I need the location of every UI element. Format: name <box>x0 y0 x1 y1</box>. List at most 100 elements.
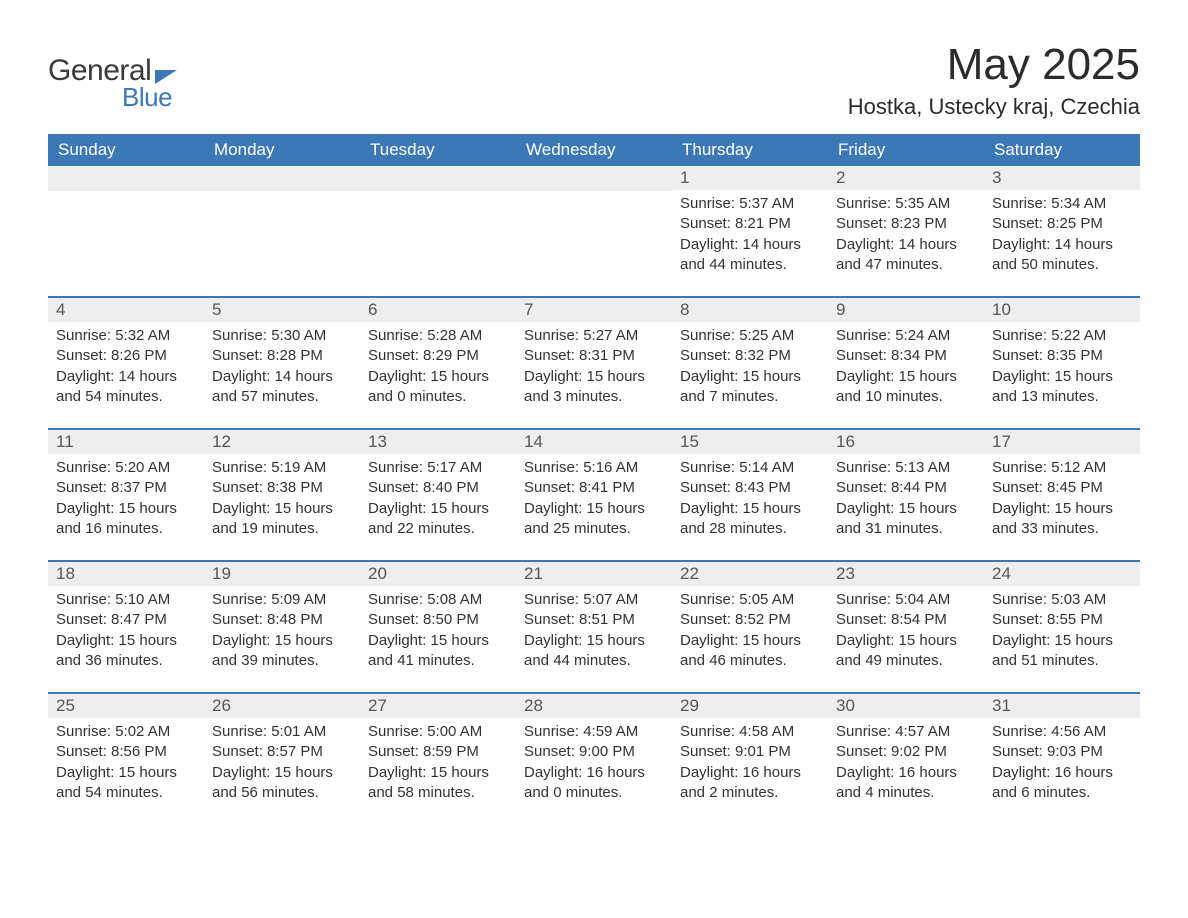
sunrise-line: Sunrise: 5:02 AM <box>56 722 196 742</box>
sunset-line: Sunset: 9:03 PM <box>992 742 1132 762</box>
day-cell: 17Sunrise: 5:12 AMSunset: 8:45 PMDayligh… <box>984 430 1140 548</box>
day-cell: 21Sunrise: 5:07 AMSunset: 8:51 PMDayligh… <box>516 562 672 680</box>
daylight-line: Daylight: 16 hours and 4 minutes. <box>836 763 976 804</box>
day-cell: 19Sunrise: 5:09 AMSunset: 8:48 PMDayligh… <box>204 562 360 680</box>
daylight-line: Daylight: 14 hours and 57 minutes. <box>212 367 352 408</box>
day-cell: 27Sunrise: 5:00 AMSunset: 8:59 PMDayligh… <box>360 694 516 812</box>
dow-cell: Friday <box>828 134 984 166</box>
sunset-line: Sunset: 8:55 PM <box>992 610 1132 630</box>
sunrise-line: Sunrise: 5:27 AM <box>524 326 664 346</box>
sunrise-line: Sunrise: 5:00 AM <box>368 722 508 742</box>
day-number: 10 <box>984 298 1140 322</box>
day-cell: 18Sunrise: 5:10 AMSunset: 8:47 PMDayligh… <box>48 562 204 680</box>
daylight-line: Daylight: 15 hours and 22 minutes. <box>368 499 508 540</box>
sunrise-line: Sunrise: 5:01 AM <box>212 722 352 742</box>
sunset-line: Sunset: 8:43 PM <box>680 478 820 498</box>
day-number: 28 <box>516 694 672 718</box>
sunrise-line: Sunrise: 4:58 AM <box>680 722 820 742</box>
daylight-line: Daylight: 15 hours and 31 minutes. <box>836 499 976 540</box>
sunrise-line: Sunrise: 5:25 AM <box>680 326 820 346</box>
sunrise-line: Sunrise: 5:04 AM <box>836 590 976 610</box>
day-number: 20 <box>360 562 516 586</box>
day-details: Sunrise: 5:28 AMSunset: 8:29 PMDaylight:… <box>360 322 516 407</box>
day-cell: 25Sunrise: 5:02 AMSunset: 8:56 PMDayligh… <box>48 694 204 812</box>
sunset-line: Sunset: 8:21 PM <box>680 214 820 234</box>
dow-cell: Sunday <box>48 134 204 166</box>
daylight-line: Daylight: 15 hours and 41 minutes. <box>368 631 508 672</box>
day-details: Sunrise: 5:09 AMSunset: 8:48 PMDaylight:… <box>204 586 360 671</box>
sunrise-line: Sunrise: 5:08 AM <box>368 590 508 610</box>
day-cell: 30Sunrise: 4:57 AMSunset: 9:02 PMDayligh… <box>828 694 984 812</box>
day-cell <box>360 166 516 284</box>
day-details: Sunrise: 5:12 AMSunset: 8:45 PMDaylight:… <box>984 454 1140 539</box>
daylight-line: Daylight: 15 hours and 28 minutes. <box>680 499 820 540</box>
dow-cell: Saturday <box>984 134 1140 166</box>
daylight-line: Daylight: 15 hours and 3 minutes. <box>524 367 664 408</box>
day-cell: 5Sunrise: 5:30 AMSunset: 8:28 PMDaylight… <box>204 298 360 416</box>
week-row: 4Sunrise: 5:32 AMSunset: 8:26 PMDaylight… <box>48 296 1140 416</box>
sunset-line: Sunset: 8:54 PM <box>836 610 976 630</box>
day-number: 9 <box>828 298 984 322</box>
day-number: 22 <box>672 562 828 586</box>
day-details: Sunrise: 5:19 AMSunset: 8:38 PMDaylight:… <box>204 454 360 539</box>
daylight-line: Daylight: 15 hours and 7 minutes. <box>680 367 820 408</box>
day-details: Sunrise: 5:25 AMSunset: 8:32 PMDaylight:… <box>672 322 828 407</box>
sunset-line: Sunset: 8:47 PM <box>56 610 196 630</box>
sunset-line: Sunset: 8:59 PM <box>368 742 508 762</box>
sunset-line: Sunset: 8:26 PM <box>56 346 196 366</box>
day-number: 18 <box>48 562 204 586</box>
dow-cell: Tuesday <box>360 134 516 166</box>
sunset-line: Sunset: 8:45 PM <box>992 478 1132 498</box>
day-cell: 3Sunrise: 5:34 AMSunset: 8:25 PMDaylight… <box>984 166 1140 284</box>
day-number: 15 <box>672 430 828 454</box>
logo-top-row: General <box>48 54 177 88</box>
day-cell: 10Sunrise: 5:22 AMSunset: 8:35 PMDayligh… <box>984 298 1140 416</box>
sunset-line: Sunset: 8:35 PM <box>992 346 1132 366</box>
daylight-line: Daylight: 16 hours and 2 minutes. <box>680 763 820 804</box>
sunrise-line: Sunrise: 5:20 AM <box>56 458 196 478</box>
weeks-container: 1Sunrise: 5:37 AMSunset: 8:21 PMDaylight… <box>48 166 1140 812</box>
sunset-line: Sunset: 8:56 PM <box>56 742 196 762</box>
daylight-line: Daylight: 15 hours and 39 minutes. <box>212 631 352 672</box>
day-cell: 29Sunrise: 4:58 AMSunset: 9:01 PMDayligh… <box>672 694 828 812</box>
day-details: Sunrise: 5:30 AMSunset: 8:28 PMDaylight:… <box>204 322 360 407</box>
dow-cell: Thursday <box>672 134 828 166</box>
daylight-line: Daylight: 14 hours and 44 minutes. <box>680 235 820 276</box>
daylight-line: Daylight: 14 hours and 54 minutes. <box>56 367 196 408</box>
daylight-line: Daylight: 16 hours and 0 minutes. <box>524 763 664 804</box>
day-cell: 2Sunrise: 5:35 AMSunset: 8:23 PMDaylight… <box>828 166 984 284</box>
sunset-line: Sunset: 8:50 PM <box>368 610 508 630</box>
day-cell: 22Sunrise: 5:05 AMSunset: 8:52 PMDayligh… <box>672 562 828 680</box>
daylight-line: Daylight: 15 hours and 19 minutes. <box>212 499 352 540</box>
sunrise-line: Sunrise: 5:13 AM <box>836 458 976 478</box>
day-details: Sunrise: 5:05 AMSunset: 8:52 PMDaylight:… <box>672 586 828 671</box>
day-cell: 9Sunrise: 5:24 AMSunset: 8:34 PMDaylight… <box>828 298 984 416</box>
sunset-line: Sunset: 8:32 PM <box>680 346 820 366</box>
day-details: Sunrise: 5:02 AMSunset: 8:56 PMDaylight:… <box>48 718 204 803</box>
sunset-line: Sunset: 8:51 PM <box>524 610 664 630</box>
daylight-line: Daylight: 15 hours and 54 minutes. <box>56 763 196 804</box>
day-details: Sunrise: 5:01 AMSunset: 8:57 PMDaylight:… <box>204 718 360 803</box>
logo-word-blue: Blue <box>122 82 172 113</box>
calendar-page: General Blue May 2025 Hostka, Ustecky kr… <box>0 0 1188 918</box>
sunset-line: Sunset: 9:01 PM <box>680 742 820 762</box>
sunrise-line: Sunrise: 5:17 AM <box>368 458 508 478</box>
empty-day <box>360 166 516 191</box>
sunrise-line: Sunrise: 5:05 AM <box>680 590 820 610</box>
sunset-line: Sunset: 8:23 PM <box>836 214 976 234</box>
day-cell: 11Sunrise: 5:20 AMSunset: 8:37 PMDayligh… <box>48 430 204 548</box>
day-details: Sunrise: 5:22 AMSunset: 8:35 PMDaylight:… <box>984 322 1140 407</box>
day-number: 14 <box>516 430 672 454</box>
empty-day <box>204 166 360 191</box>
daylight-line: Daylight: 15 hours and 51 minutes. <box>992 631 1132 672</box>
daylight-line: Daylight: 15 hours and 58 minutes. <box>368 763 508 804</box>
daylight-line: Daylight: 15 hours and 16 minutes. <box>56 499 196 540</box>
day-details: Sunrise: 5:34 AMSunset: 8:25 PMDaylight:… <box>984 190 1140 275</box>
day-details: Sunrise: 5:00 AMSunset: 8:59 PMDaylight:… <box>360 718 516 803</box>
daylight-line: Daylight: 15 hours and 13 minutes. <box>992 367 1132 408</box>
daylight-line: Daylight: 14 hours and 47 minutes. <box>836 235 976 276</box>
daylight-line: Daylight: 15 hours and 46 minutes. <box>680 631 820 672</box>
day-number: 5 <box>204 298 360 322</box>
sunset-line: Sunset: 8:52 PM <box>680 610 820 630</box>
day-cell: 7Sunrise: 5:27 AMSunset: 8:31 PMDaylight… <box>516 298 672 416</box>
